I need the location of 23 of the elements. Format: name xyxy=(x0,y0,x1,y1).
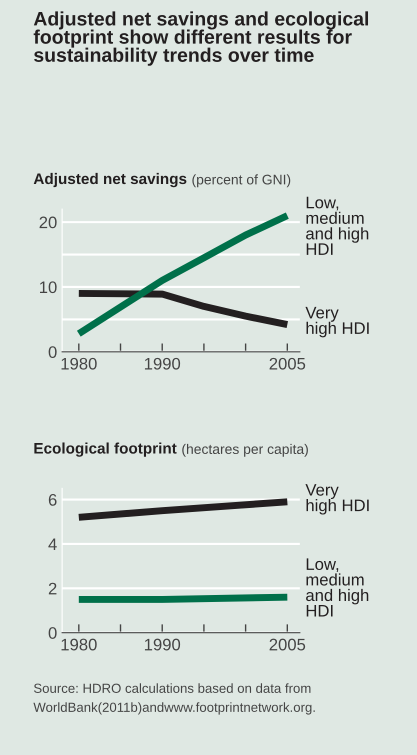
series-label: Low, medium and high HDI xyxy=(306,558,368,616)
x-tick-label: 1990 xyxy=(144,358,180,370)
source-note: Source: HDRO calculations based on data from WorldBank(2011b)andwww.footprintnetwork.org. xyxy=(33,683,315,715)
y-tick-label: 6 xyxy=(48,494,57,506)
x-tick-label: 2005 xyxy=(270,358,306,370)
y-tick-label: 2 xyxy=(48,582,56,594)
text: Adjusted net savings and ecological footprint show different results for sustainability trends over time xyxy=(34,11,368,66)
chart-title: Adjusted net savings xyxy=(34,172,186,188)
y-tick-label: 4 xyxy=(48,538,57,550)
series-label: Low, medium and high HDI xyxy=(306,196,368,255)
chart-subtitle: (percent of GNI) xyxy=(192,174,290,188)
x-tick-label: 1990 xyxy=(144,638,180,650)
chart-title: Ecological footprint xyxy=(34,442,177,457)
y-tick-label: 0 xyxy=(48,346,57,358)
y-tick-label: 20 xyxy=(40,216,57,228)
x-tick-label: 1980 xyxy=(62,358,97,370)
x-tick-label: 1980 xyxy=(62,638,97,650)
series-label: Very high HDI xyxy=(305,306,369,338)
y-tick-label: 0 xyxy=(48,627,57,639)
chart-subtitle: (hectares per capita) xyxy=(182,444,308,457)
y-tick-label: 10 xyxy=(40,281,57,294)
x-tick-label: 2005 xyxy=(270,638,306,650)
series-label: Very high HDI xyxy=(305,484,369,515)
